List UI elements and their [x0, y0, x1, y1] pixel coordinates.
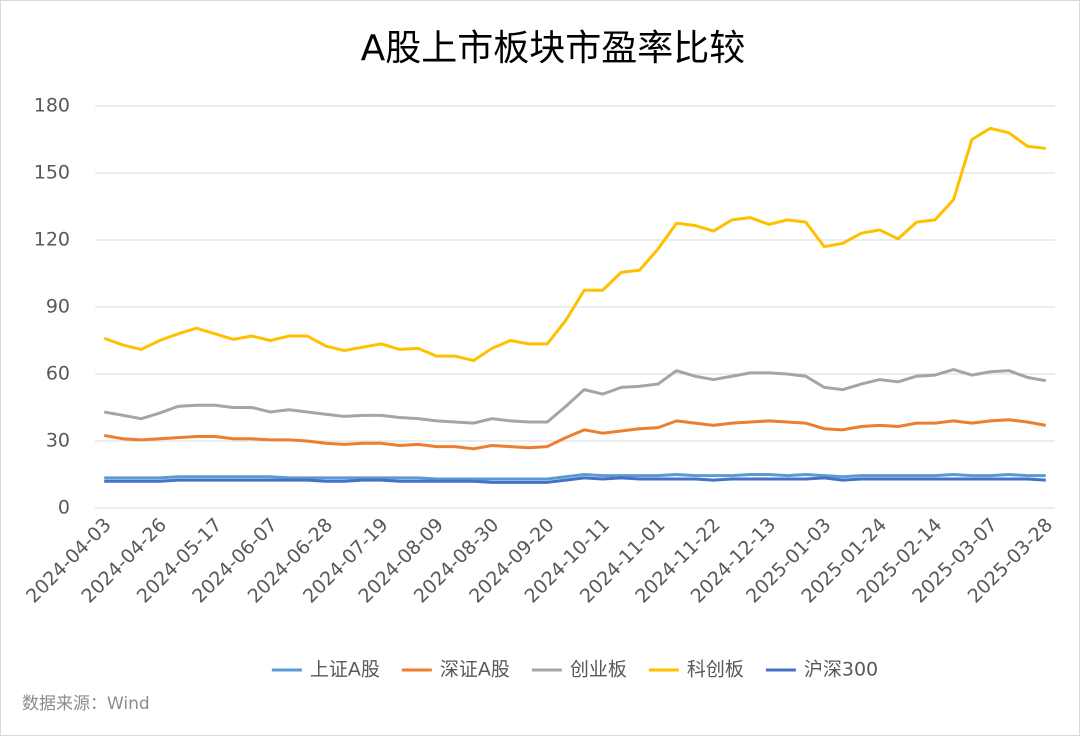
legend-label: 创业板 — [570, 659, 627, 681]
legend-label: 上证A股 — [310, 659, 380, 681]
y-tick-label: 180 — [34, 95, 70, 117]
line-series — [104, 476, 1046, 484]
legend-label: 沪深300 — [804, 659, 878, 681]
y-tick-label: 90 — [46, 296, 70, 318]
source-note: 数据来源：Wind — [22, 694, 150, 714]
y-tick-label: 30 — [46, 430, 70, 452]
line-series — [103, 126, 1046, 363]
y-tick-label: 120 — [34, 229, 70, 251]
line-series — [103, 368, 1047, 425]
y-tick-label: 60 — [46, 363, 70, 385]
line-series — [103, 418, 1047, 451]
y-tick-label: 0 — [58, 497, 70, 519]
y-tick-label: 150 — [34, 162, 70, 184]
legend-label: 科创板 — [687, 659, 744, 681]
chart-title: A股上市板块市盈率比较 — [361, 28, 746, 69]
line-series — [104, 473, 1046, 481]
legend-label: 深证A股 — [440, 659, 510, 681]
